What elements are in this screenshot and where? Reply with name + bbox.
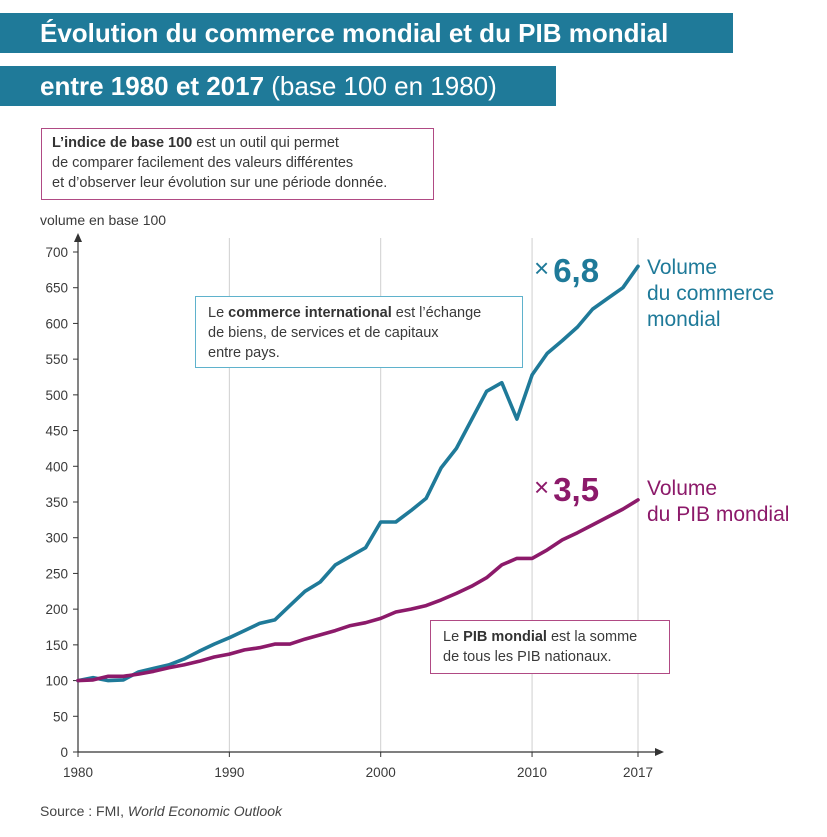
chart-title-line1: Évolution du commerce mondial et du PIB …	[0, 13, 733, 53]
trade-series-line	[76, 264, 640, 683]
y-tick-label: 600	[45, 316, 68, 331]
source-note: Source : FMI, World Economic Outlook	[40, 803, 282, 819]
x-tick-label: 1990	[214, 765, 244, 780]
y-tick-label: 650	[45, 281, 68, 296]
gdp-series-label: Volume du PIB mondial	[647, 477, 790, 526]
y-axis-label: volume en base 100	[40, 212, 167, 228]
index-definition-box: L’indice de base 100 est un outil qui pe…	[41, 128, 434, 200]
y-tick-label: 50	[53, 709, 68, 724]
chart-title-line2: entre 1980 et 2017 (base 100 en 1980)	[0, 66, 556, 106]
y-axis-arrow	[74, 233, 82, 242]
y-tick-label: 400	[45, 459, 68, 474]
y-tick-label: 500	[45, 388, 68, 403]
y-tick-label: 100	[45, 674, 68, 689]
x-tick-label: 2017	[623, 765, 653, 780]
gdp-definition-box: Le PIB mondial est la somme de tous les …	[430, 620, 670, 674]
y-tick-label: 450	[45, 424, 68, 439]
trade-definition-box: Le commerce international est l’échange …	[195, 296, 523, 368]
y-tick-label: 0	[60, 745, 68, 760]
y-tick-label: 200	[45, 602, 68, 617]
y-tick-label: 150	[45, 638, 68, 653]
y-tick-label: 550	[45, 352, 68, 367]
x-tick-label: 2000	[366, 765, 396, 780]
x-tick-label: 2010	[517, 765, 547, 780]
trade-series-label: Volume du commerce mondial	[647, 256, 775, 331]
trade-multiplier: × 6,8	[534, 252, 600, 289]
gdp-multiplier: × 3,5	[534, 471, 600, 508]
y-tick-label: 300	[45, 531, 68, 546]
y-tick-label: 350	[45, 495, 68, 510]
x-axis-arrow	[655, 748, 664, 756]
y-tick-label: 700	[45, 245, 68, 260]
x-tick-label: 1980	[63, 765, 93, 780]
y-tick-label: 250	[45, 566, 68, 581]
gdp-series-line	[76, 498, 640, 683]
